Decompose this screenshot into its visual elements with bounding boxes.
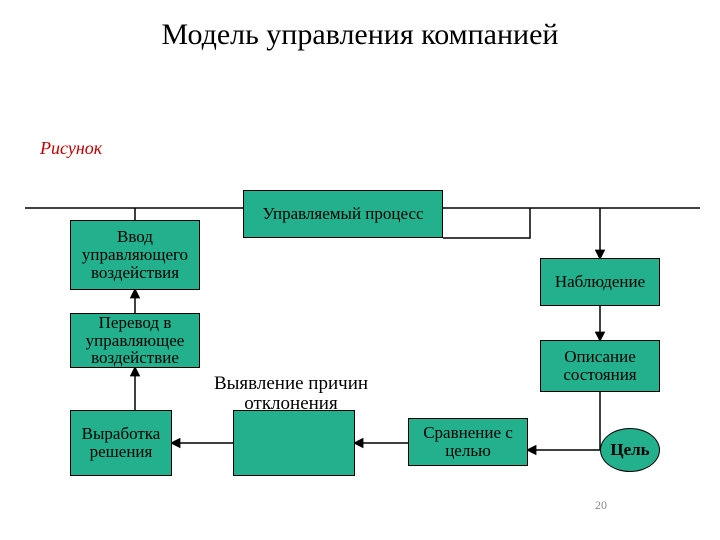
node-compare: Сравнение с целью [408,418,528,466]
node-goal: Цель [600,428,660,472]
node-input: Ввод управляющего воздействия [70,220,200,290]
page-number: 20 [595,498,607,513]
node-decision: Выработка решения [70,410,172,476]
node-describe: Описание состояния [540,340,660,392]
node-process: Управляемый процесс [243,190,443,238]
edge-4 [528,392,600,450]
figure-caption: Рисунок [40,138,102,159]
node-translate: Перевод в управляющее воздействие [70,313,200,368]
node-observe: Наблюдение [540,258,660,306]
page-title: Модель управления компанией [0,18,720,52]
label-causes_label: Выявление причин отклонения [205,374,377,414]
edge-11 [443,208,530,238]
node-causes [233,410,355,476]
